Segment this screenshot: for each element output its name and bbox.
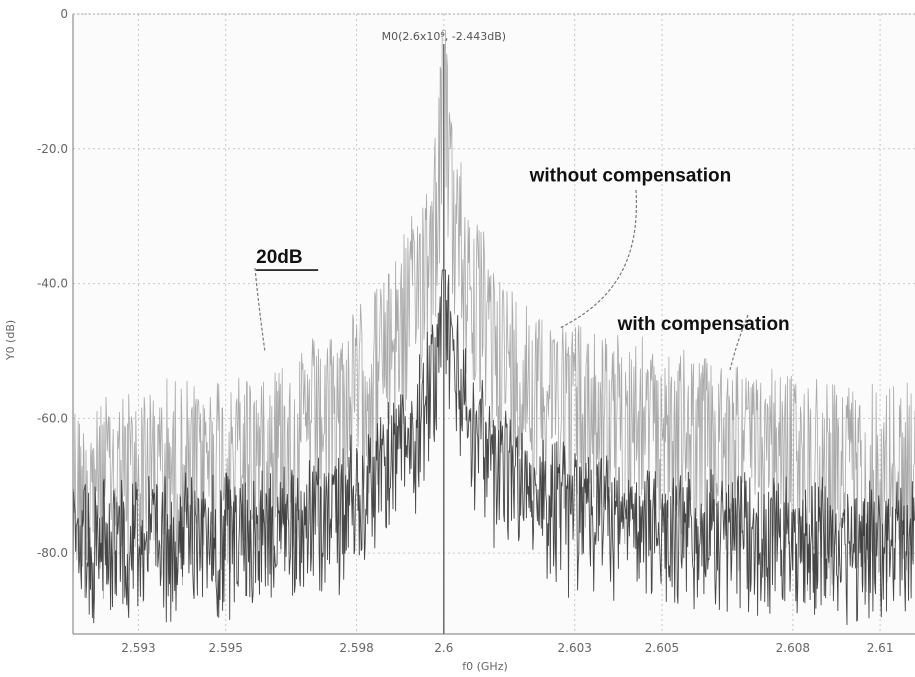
annotation-without-compensation: without compensation (529, 166, 732, 187)
x-tick-label: 2.593 (121, 641, 155, 655)
x-tick-label: 2.6 (434, 641, 453, 655)
y-tick-label: -60.0 (37, 411, 68, 425)
y-axis-label: Y0 (dB) (4, 320, 17, 361)
marker-label: M0(2.6x10⁹, -2.443dB) (382, 30, 506, 43)
y-ticks: 0 -20.0 -40.0 -60.0 -80.0 (37, 7, 68, 560)
x-tick-label: 2.61 (867, 641, 894, 655)
x-tick-label: 2.595 (209, 641, 243, 655)
y-tick-label: -80.0 (37, 546, 68, 560)
y-tick-label: 0 (60, 7, 68, 21)
x-tick-label: 2.605 (645, 641, 679, 655)
x-tick-label: 2.608 (776, 641, 810, 655)
y-tick-label: -40.0 (37, 277, 68, 291)
x-tick-label: 2.598 (339, 641, 373, 655)
x-tick-label: 2.603 (558, 641, 592, 655)
annotation-with-compensation: with compensation (617, 314, 790, 335)
annotation-20db: 20dB (256, 247, 302, 268)
x-ticks: 2.593 2.595 2.598 2.6 2.603 2.605 2.608 2.61 (121, 641, 893, 655)
x-axis-label: f0 (GHz) (462, 660, 508, 673)
y-tick-label: -20.0 (37, 142, 68, 156)
